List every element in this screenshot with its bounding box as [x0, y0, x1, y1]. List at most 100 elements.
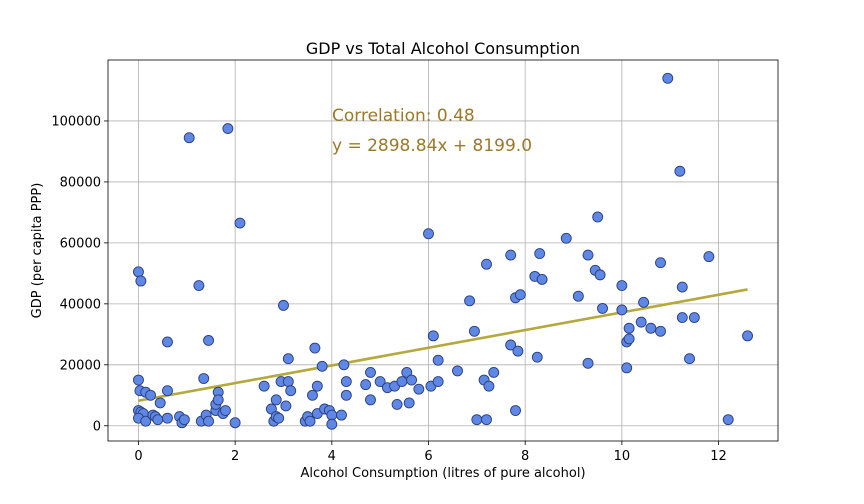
data-point	[140, 415, 152, 427]
data-point	[621, 362, 633, 374]
points-layer	[133, 72, 753, 430]
data-point	[326, 418, 338, 430]
data-point	[220, 405, 231, 416]
data-point	[481, 258, 492, 270]
data-point	[635, 316, 647, 328]
data-point	[152, 414, 164, 426]
data-point	[391, 398, 403, 410]
data-point	[265, 403, 277, 415]
data-point	[592, 211, 604, 223]
data-point	[531, 351, 543, 363]
data-point	[162, 385, 173, 397]
data-point	[742, 330, 753, 342]
x-tick-label: 8	[521, 449, 529, 464]
data-point	[203, 415, 214, 427]
equation-annotation: y = 2898.84x + 8199.0	[332, 136, 532, 156]
data-point	[212, 394, 224, 406]
data-point	[572, 290, 584, 302]
data-point	[133, 374, 144, 386]
data-point	[676, 281, 688, 293]
data-point	[406, 374, 418, 386]
data-point	[623, 322, 635, 334]
data-point	[623, 333, 635, 345]
data-point	[464, 295, 476, 307]
x-tick-label: 2	[231, 449, 239, 464]
data-point	[413, 383, 425, 395]
data-point	[278, 299, 289, 311]
y-axis-label: GDP (per capita PPP)	[30, 183, 45, 319]
data-point	[270, 394, 282, 406]
y-tick-label: 100000	[51, 114, 101, 129]
data-point	[282, 376, 294, 388]
data-point	[674, 165, 686, 177]
fit-line-layer	[138, 288, 748, 403]
data-point	[483, 380, 495, 392]
data-point	[512, 345, 524, 357]
data-point	[183, 132, 195, 144]
x-tick-label: 10	[614, 449, 631, 464]
data-point	[432, 354, 444, 366]
data-point	[471, 414, 483, 426]
data-point	[655, 325, 666, 337]
data-point	[311, 380, 323, 392]
data-point	[203, 334, 214, 346]
data-point	[481, 414, 492, 426]
x-tick-label: 6	[424, 449, 432, 464]
data-point	[273, 412, 285, 424]
data-point	[396, 376, 408, 388]
x-tick-label: 0	[134, 449, 142, 464]
data-point	[285, 385, 297, 397]
data-point	[307, 389, 318, 401]
data-point	[234, 217, 246, 229]
y-ticks: 0 20000 40000 60000 80000 100000	[51, 114, 108, 434]
y-tick-label: 60000	[60, 236, 101, 251]
data-point	[703, 251, 715, 263]
y-tick-label: 80000	[60, 175, 101, 190]
y-tick-label: 0	[93, 419, 101, 434]
y-tick-label: 40000	[60, 297, 101, 312]
data-point	[336, 409, 347, 421]
data-point	[198, 373, 210, 384]
data-point	[280, 400, 292, 412]
data-point	[326, 409, 338, 421]
data-point	[403, 397, 415, 409]
data-point	[162, 336, 173, 348]
data-point	[676, 312, 688, 324]
data-point	[505, 339, 517, 351]
x-ticks: 0 2 4 6 8 10 12	[134, 441, 727, 464]
regression-line	[138, 288, 748, 403]
data-point	[536, 274, 548, 285]
x-tick-label: 4	[328, 449, 336, 464]
data-point	[488, 366, 500, 378]
data-point	[133, 266, 144, 278]
data-point	[582, 249, 594, 261]
data-point	[560, 232, 572, 244]
data-point	[229, 417, 241, 429]
data-point	[365, 366, 376, 378]
data-point	[374, 376, 386, 388]
data-point	[534, 248, 546, 259]
x-axis-label: Alcohol Consumption (litres of pure alco…	[300, 466, 585, 481]
data-point	[154, 397, 166, 409]
data-point	[340, 376, 352, 388]
y-tick-label: 20000	[60, 358, 101, 373]
data-point	[193, 280, 205, 292]
data-point	[401, 366, 413, 378]
data-point	[282, 353, 294, 365]
data-point	[452, 365, 463, 377]
chart-title: GDP vs Total Alcohol Consumption	[306, 39, 580, 58]
data-point	[594, 269, 606, 281]
data-point	[684, 353, 695, 365]
data-point	[432, 376, 444, 388]
data-point	[360, 379, 372, 391]
data-point	[638, 296, 650, 308]
data-point	[423, 228, 434, 240]
data-point	[162, 412, 173, 424]
data-point	[597, 302, 608, 314]
data-point	[338, 359, 350, 371]
plot-frame	[107, 59, 779, 442]
x-tick-label: 12	[710, 449, 727, 464]
data-point	[222, 123, 234, 135]
